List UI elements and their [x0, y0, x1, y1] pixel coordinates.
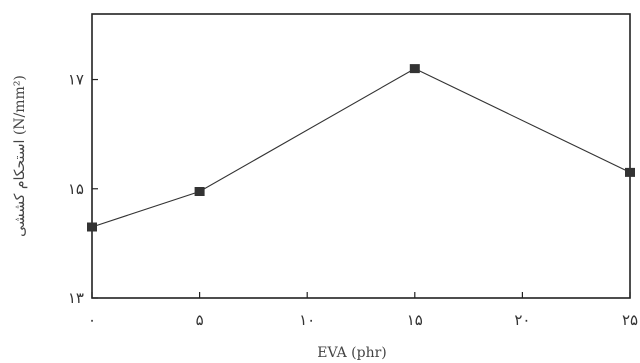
y-axis: ۱۳ ۱۵ ۱۷	[68, 71, 98, 307]
x-tick-label: ۵	[196, 311, 204, 329]
x-tick-label: ۰	[88, 311, 96, 329]
x-tick-label: ۲۰	[514, 311, 530, 329]
data-point-marker	[194, 187, 205, 196]
series-layer	[87, 64, 635, 232]
x-tick-label: ۱۵	[407, 311, 423, 329]
plot-frame	[91, 13, 631, 299]
x-axis: ۰ ۵ ۱۰ ۱۵ ۲۰ ۲۵	[88, 292, 638, 329]
x-axis-title: EVA (phr)	[317, 345, 387, 361]
x-tick-label: ۲۵	[622, 311, 638, 329]
y-axis-title: استحکام کششی (N/mm²)	[12, 75, 28, 237]
y-tick-label: ۱۷	[68, 71, 84, 89]
y-tick-label: ۱۳	[68, 289, 84, 307]
data-point-marker	[625, 167, 635, 177]
y-tick-label: ۱۵	[68, 180, 84, 198]
x-tick-label: ۱۰	[299, 311, 315, 329]
series-line	[91, 67, 631, 228]
data-point-marker	[87, 222, 97, 232]
data-point-marker	[409, 64, 420, 74]
